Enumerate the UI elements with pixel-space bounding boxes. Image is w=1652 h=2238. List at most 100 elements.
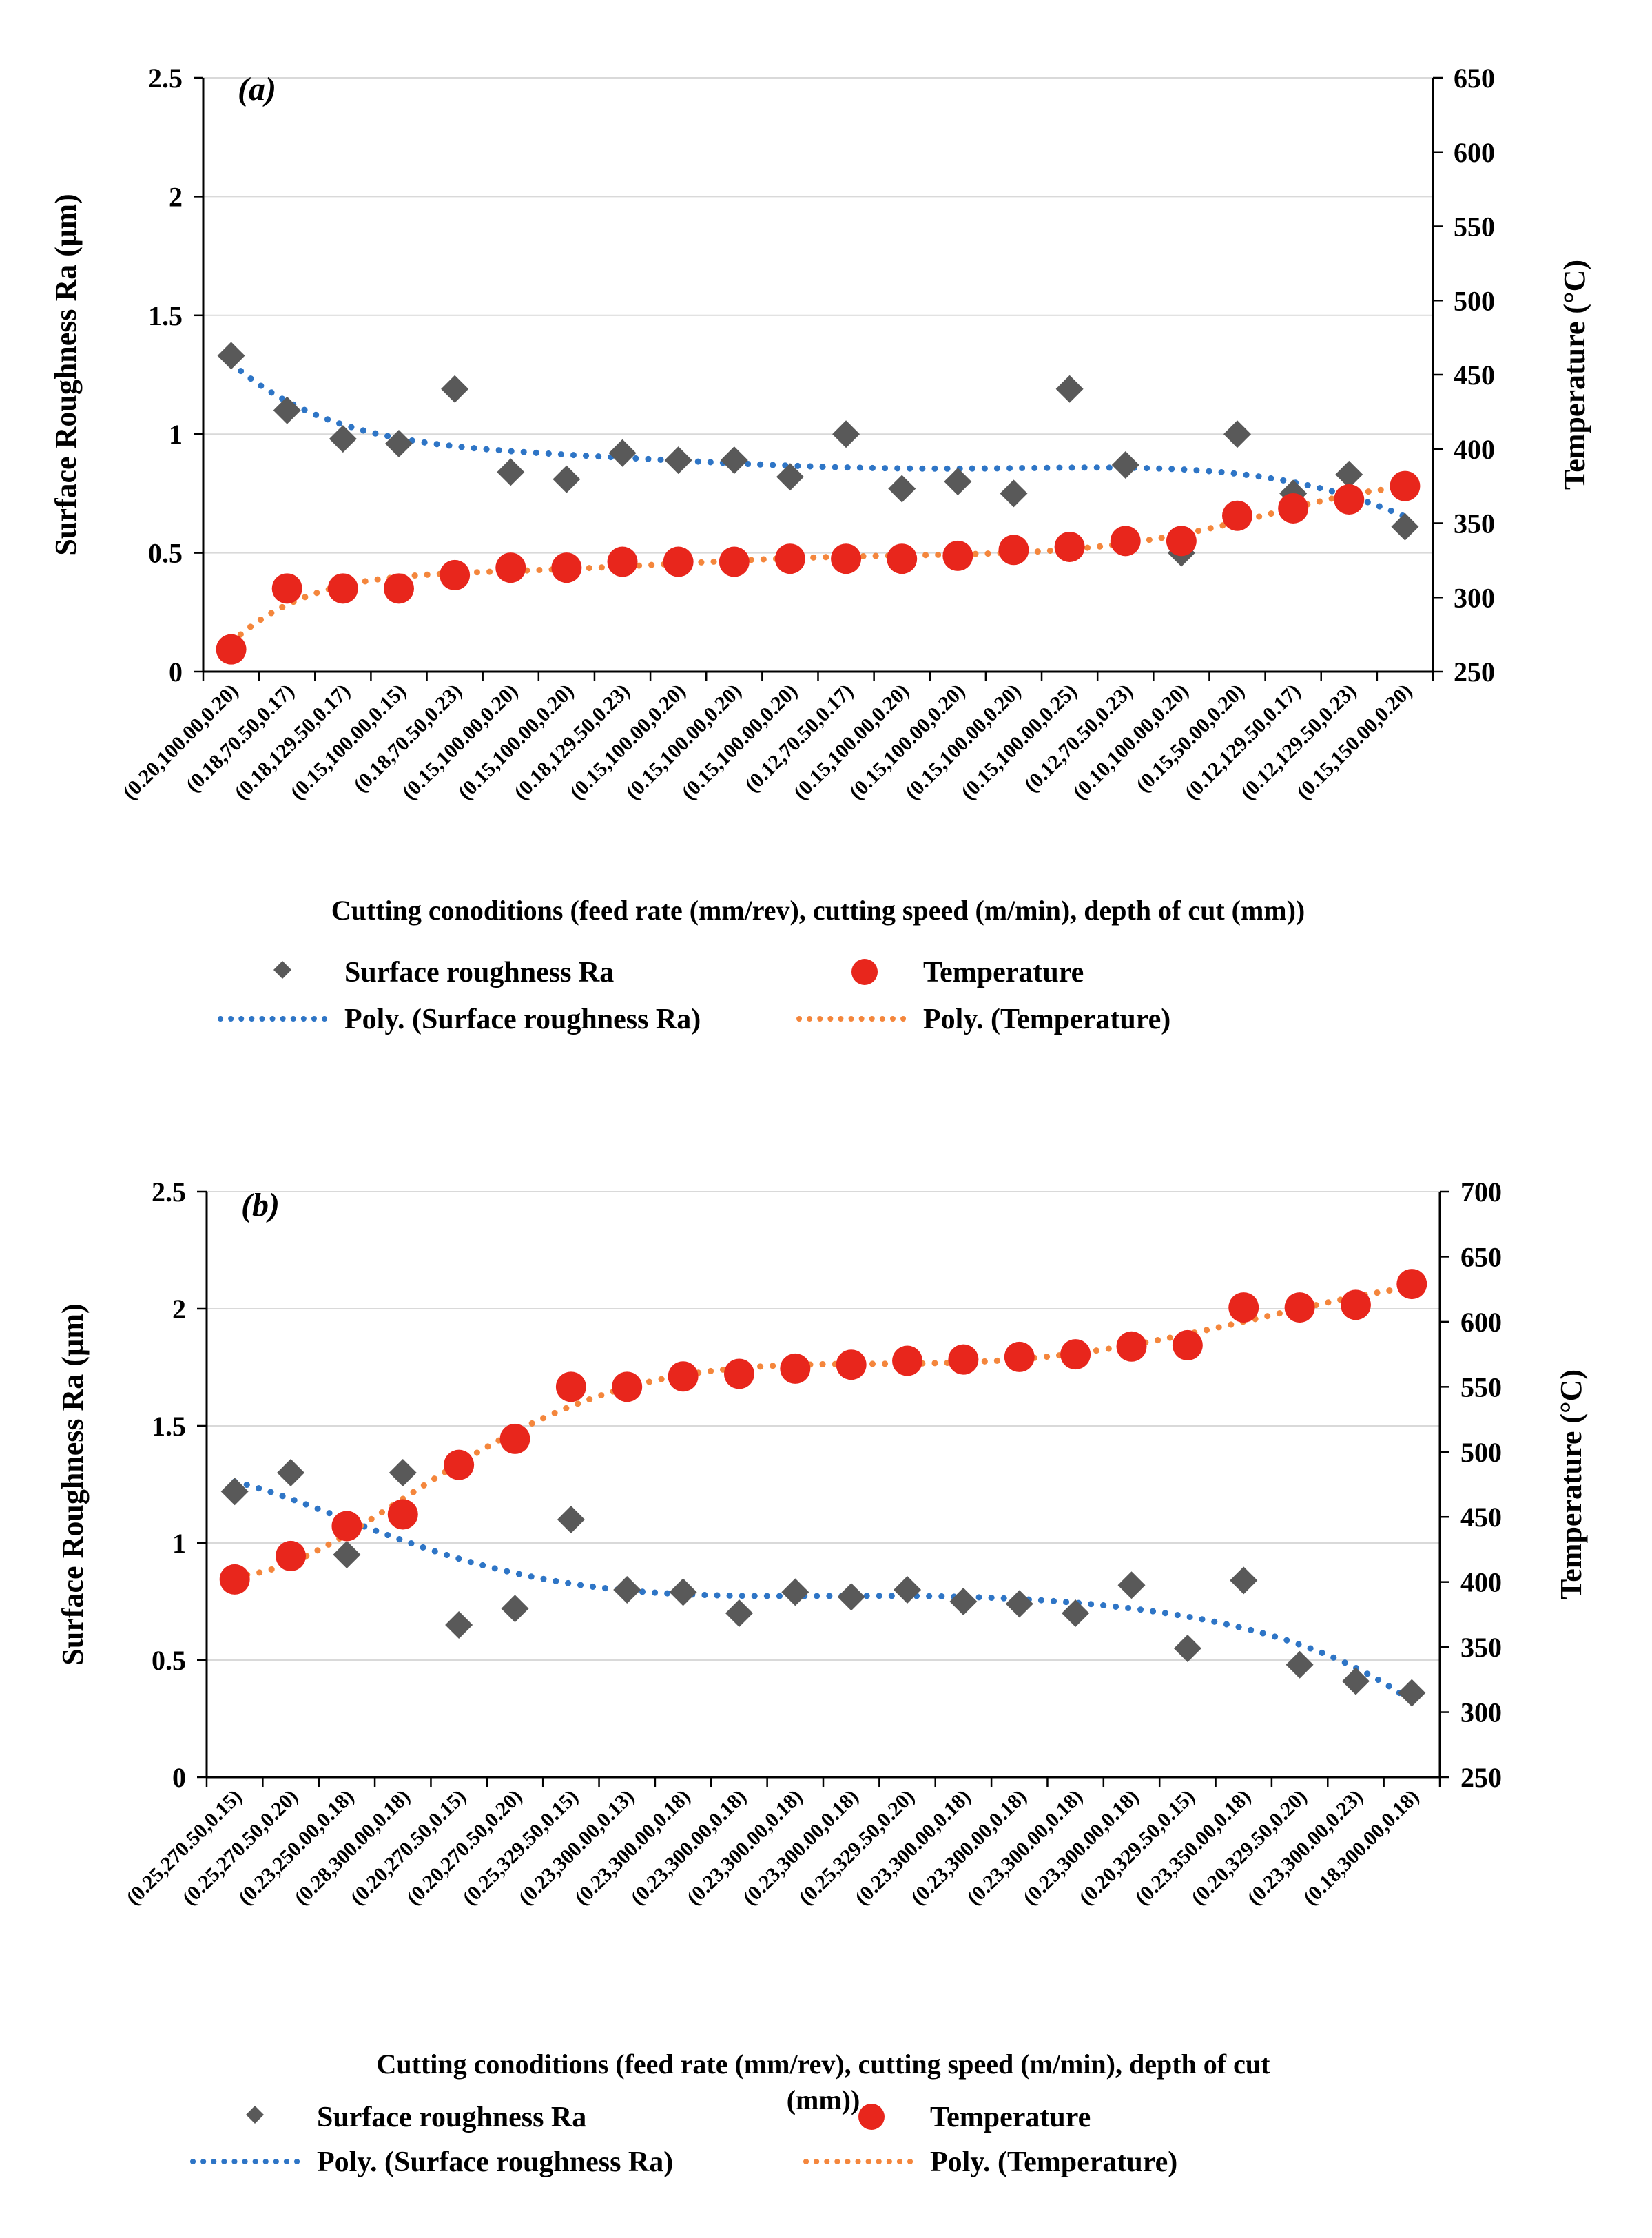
temperature-point [327, 573, 358, 604]
roughness-point [1341, 1667, 1370, 1695]
y2-tick-label: 450 [1460, 1502, 1502, 1533]
legend-temperature-trend-label: Poly. (Temperature) [930, 2146, 1177, 2178]
legend-roughness-marker [273, 961, 291, 979]
temperature-point [1396, 1269, 1427, 1300]
roughness-point [669, 1578, 697, 1606]
roughness-point [389, 1459, 417, 1486]
roughness-point [894, 1576, 922, 1604]
roughness-point [501, 1595, 529, 1623]
temperature-point [440, 559, 471, 590]
temperature-point [219, 1564, 250, 1595]
roughness-point [553, 465, 581, 493]
temperature-point [612, 1371, 643, 1402]
y2-tick-label: 650 [1454, 63, 1495, 94]
temperature-point [719, 546, 750, 577]
temperature-point [723, 1358, 754, 1389]
temperature-point [387, 1499, 418, 1530]
temperature-point [998, 535, 1029, 566]
roughness-point [273, 396, 301, 424]
y-tick-label: 2 [172, 1294, 186, 1325]
roughness-point [1398, 1679, 1426, 1707]
temperature-point [1166, 526, 1197, 557]
y2-tick-label: 500 [1454, 285, 1495, 316]
roughness-point [1223, 420, 1252, 448]
legend-roughness-marker [246, 2106, 264, 2124]
legend-roughness-trend-label: Poly. (Surface roughness Ra) [317, 2146, 673, 2178]
roughness-point [217, 342, 245, 370]
legend-temperature-marker [851, 959, 878, 985]
roughness-point [664, 446, 692, 475]
roughness-point [949, 1588, 978, 1615]
y2-tick-label: 400 [1454, 434, 1495, 465]
temperature-point [1228, 1292, 1259, 1323]
roughness-point [1005, 1590, 1033, 1618]
temperature-point [1284, 1292, 1315, 1323]
temperature-point [780, 1353, 811, 1384]
temperature-point [499, 1423, 530, 1454]
roughness-point [445, 1611, 473, 1639]
y-tick-label: 2 [169, 181, 183, 212]
temperature-point [271, 573, 302, 604]
temperature-point [1054, 531, 1085, 562]
y2-tick-label: 400 [1460, 1567, 1502, 1598]
roughness-point [1111, 451, 1139, 479]
temperature-point [1172, 1329, 1203, 1360]
y-tick-label: 1 [169, 419, 183, 450]
trendline-roughness [231, 1478, 1415, 1705]
legend-temperature-trend-label: Poly. (Temperature) [923, 1004, 1170, 1035]
roughness-point [557, 1506, 585, 1533]
roughness-point [1055, 375, 1084, 403]
roughness-point [329, 425, 357, 453]
trendline-temperature [228, 485, 1408, 646]
y2-tick-label: 550 [1454, 211, 1495, 242]
roughness-point [837, 1583, 865, 1611]
temperature-point [948, 1344, 979, 1375]
roughness-point [333, 1541, 361, 1568]
roughness-point [1173, 1635, 1201, 1662]
temperature-point [774, 543, 805, 574]
roughness-point [613, 1576, 641, 1604]
temperature-point [1060, 1339, 1091, 1370]
y-tick-label: 0.5 [152, 1645, 186, 1676]
temperature-point [1334, 484, 1365, 515]
temperature-point [1110, 526, 1141, 557]
roughness-point [781, 1578, 809, 1606]
legend-temperature-label: Temperature [930, 2102, 1091, 2133]
legend-temperature-label: Temperature [923, 957, 1084, 988]
temperature-point [1004, 1341, 1035, 1372]
y2-tick-label: 600 [1460, 1307, 1502, 1338]
panel-label: (a) [238, 71, 276, 107]
y2-tick-label: 700 [1460, 1177, 1502, 1208]
panel-label: (b) [241, 1187, 280, 1223]
temperature-point [383, 573, 414, 604]
y2-axis-title: Temperature (°C) [1558, 260, 1591, 490]
y2-tick-label: 500 [1460, 1437, 1502, 1468]
temperature-point [555, 1371, 586, 1402]
roughness-point [1000, 479, 1028, 508]
temperature-point [1390, 470, 1421, 501]
y2-tick-label: 300 [1460, 1697, 1502, 1728]
temperature-point [1340, 1289, 1371, 1320]
temperature-point [892, 1345, 923, 1376]
y-tick-label: 2.5 [148, 63, 183, 94]
y-tick-label: 0 [172, 1762, 186, 1793]
temperature-point [331, 1511, 362, 1542]
y-tick-label: 0.5 [148, 538, 183, 569]
roughness-point [832, 420, 860, 448]
roughness-point [441, 375, 469, 403]
temperature-point [1116, 1331, 1147, 1362]
trendline-roughness [228, 360, 1408, 520]
legend-temperature-marker [858, 2104, 885, 2130]
temperature-point [1278, 493, 1309, 524]
y-axis-title: Surface Roughness Ra (µm) [49, 194, 83, 555]
legend-roughness-label: Surface roughness Ra [317, 2102, 586, 2133]
y2-tick-label: 300 [1454, 582, 1495, 613]
temperature-point [551, 552, 582, 583]
x-axis-title: Cutting conoditions (feed rate (mm/rev),… [331, 895, 1305, 926]
roughness-point [497, 458, 525, 486]
roughness-point [888, 475, 916, 503]
roughness-point [1230, 1566, 1258, 1595]
legend-roughness-label: Surface roughness Ra [344, 957, 614, 988]
legend-roughness-trend-label: Poly. (Surface roughness Ra) [344, 1004, 701, 1035]
y2-tick-label: 650 [1460, 1241, 1502, 1272]
